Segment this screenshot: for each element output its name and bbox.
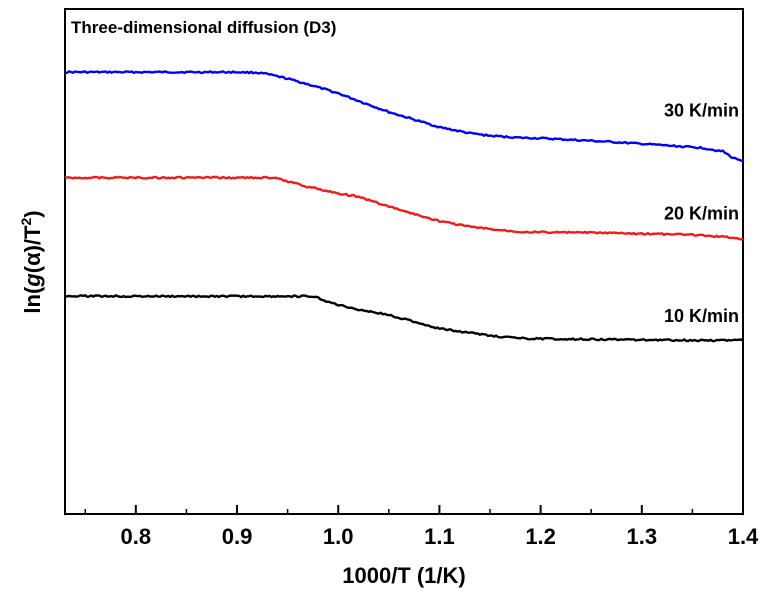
x-tick-label: 1.0 [323, 524, 354, 549]
x-axis: 0.8 0.9 1.0 1.1 1.2 1.3 1.4 [84, 505, 759, 549]
x-axis-title: 1000/T (1/K) [342, 563, 466, 588]
y-axis-title-suffix: ) [20, 210, 45, 217]
y-axis-title-prefix: ln( [20, 286, 45, 314]
plot-frame [64, 8, 744, 515]
chart-title: Three-dimensional diffusion (D3) [71, 18, 336, 37]
series-layer [64, 70, 744, 343]
series-label: 20 K/min [664, 204, 739, 224]
series-line-30-k-min [64, 70, 744, 162]
x-tick-label: 0.8 [121, 524, 152, 549]
x-tick-label: 1.3 [627, 524, 658, 549]
y-axis-title: ln(g(α)/T2) [18, 210, 45, 313]
series-line-20-k-min [64, 175, 744, 241]
series-label: 30 K/min [664, 101, 739, 121]
series-label-layer: 30 K/min 20 K/min 10 K/min [664, 101, 739, 327]
y-axis-title-g: g [20, 273, 45, 288]
y-axis-title-sup: 2 [18, 218, 34, 226]
series-label: 10 K/min [664, 306, 739, 326]
y-axis-title-alpha: (α)/T [20, 225, 45, 273]
x-tick-label: 1.1 [424, 524, 455, 549]
x-tick-label: 1.2 [525, 524, 556, 549]
x-tick-label: 0.9 [222, 524, 253, 549]
x-tick-label: 1.4 [728, 524, 759, 549]
series-line-10-k-min [64, 294, 744, 343]
